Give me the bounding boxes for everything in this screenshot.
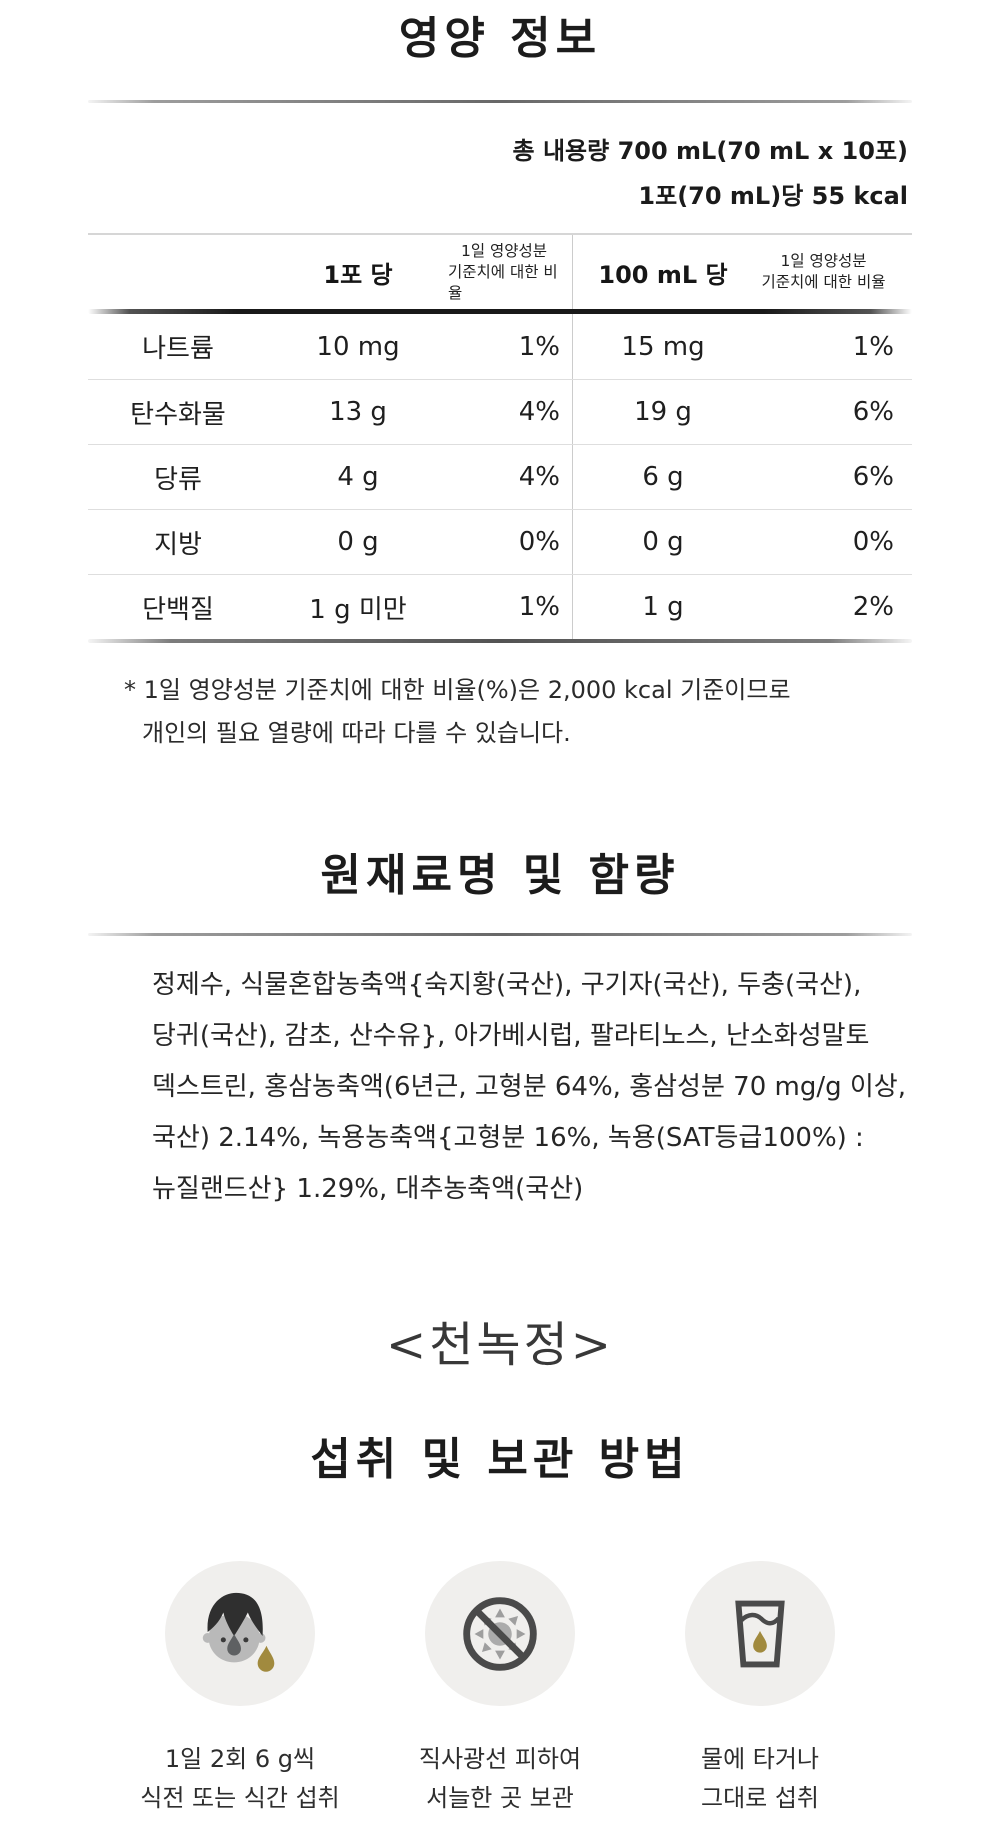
table-row-fat: 지방 0 g 0% 0 g 0% <box>88 509 912 574</box>
brush-divider-ingredients <box>88 933 912 936</box>
nutrition-section-title: 영양 정보 <box>398 13 602 64</box>
ingredients-line: 국산) 2.14%, 녹용농축액{고형분 16%, 녹용(SAT등급100%) … <box>152 1123 864 1153</box>
header-daily-value-pct-2: 1일 영양성분 기준치에 대한 비율 <box>761 252 886 291</box>
ingredients-text: 정제수, 식물혼합농축액{숙지황(국산), 구기자(국산), 두충(국산), 당… <box>88 960 912 1215</box>
ingredients-line: 덱스트린, 홍삼농축액(6년근, 고형분 64%, 홍삼성분 70 mg/g 이… <box>152 1072 906 1102</box>
per-100ml-value: 0 g <box>642 527 684 557</box>
table-bottom-rule <box>88 639 912 643</box>
usage-caption-line-2: 그대로 섭취 <box>700 1784 820 1812</box>
per-100ml-value: 15 mg <box>621 331 705 362</box>
serving-summary: 총 내용량 700 mL(70 mL x 10포) 1포(70 mL)당 55 … <box>88 129 912 219</box>
table-row-carbohydrate: 탄수화물 13 g 4% 19 g 6% <box>88 379 912 444</box>
brush-divider-top <box>88 100 912 103</box>
product-name-tag: <천녹정> <box>386 1317 614 1373</box>
per-pouch-value: 13 g <box>329 397 387 427</box>
footnote-line-1: * 1일 영양성분 기준치에 대한 비율(%)은 2,000 kcal 기준이므… <box>124 676 791 704</box>
usage-caption: 물에 타거나 그대로 섭취 <box>701 1740 819 1818</box>
ingredients-line: 당귀(국산), 감초, 산수유}, 아가베시럽, 팔라티노스, 난소화성말토 <box>152 1021 870 1051</box>
usage-caption: 1일 2회 6 g씩 식전 또는 식간 섭취 <box>140 1740 340 1818</box>
header-per-100ml: 100 mL 당 <box>598 260 728 289</box>
per-pouch-pct: 1% <box>448 575 573 639</box>
nutrient-name: 지방 <box>154 529 202 560</box>
usage-caption-line-1: 직사광선 피하여 <box>418 1745 582 1773</box>
usage-section-title: 섭취 및 보관 방법 <box>310 1434 690 1485</box>
header-daily-value-pct-1: 1일 영양성분 기준치에 대한 비율 <box>448 235 573 309</box>
nutrient-name: 당류 <box>154 464 202 495</box>
per-pouch-pct: 4% <box>448 380 573 444</box>
usage-item-storage: 직사광선 피하여 서늘한 곳 보관 <box>380 1561 620 1818</box>
per-100ml-pct: 1% <box>852 331 894 362</box>
usage-caption-line-1: 물에 타거나 <box>700 1745 820 1773</box>
no-sunlight-icon <box>425 1561 575 1706</box>
table-row-sodium: 나트륨 10 mg 1% 15 mg 1% <box>88 314 912 379</box>
per-pouch-pct: 0% <box>448 510 573 574</box>
per-100ml-pct: 2% <box>852 592 894 622</box>
table-header-underline <box>88 309 912 314</box>
table-body: 나트륨 10 mg 1% 15 mg 1% 탄수화물 13 g 4% 19 g … <box>88 314 912 639</box>
usage-caption-line-2: 식전 또는 식간 섭취 <box>140 1784 340 1812</box>
per-100ml-pct: 6% <box>852 397 894 427</box>
per-pouch-value: 10 mg <box>316 331 400 362</box>
usage-caption: 직사광선 피하여 서늘한 곳 보관 <box>419 1740 581 1818</box>
per-pouch-pct: 1% <box>448 314 573 379</box>
usage-item-serving: 물에 타거나 그대로 섭취 <box>640 1561 880 1818</box>
table-row-sugars: 당류 4 g 4% 6 g 6% <box>88 444 912 509</box>
per-100ml-value: 1 g <box>642 592 684 622</box>
total-volume-text: 총 내용량 700 mL(70 mL x 10포) <box>512 137 908 165</box>
usage-caption-line-2: 서늘한 곳 보관 <box>426 1784 574 1812</box>
footnote-line-2: 개인의 필요 열량에 따라 다를 수 있습니다. <box>142 719 571 747</box>
per-pouch-value: 1 g 미만 <box>309 594 407 625</box>
nutrient-name: 단백질 <box>142 594 214 625</box>
usage-item-dosage: 1일 2회 6 g씩 식전 또는 식간 섭취 <box>120 1561 360 1818</box>
nutrient-name: 탄수화물 <box>130 399 226 430</box>
table-header-row: 1포 당 1일 영양성분 기준치에 대한 비율 100 mL 당 1일 영양성분… <box>88 233 912 309</box>
per-100ml-value: 19 g <box>634 397 692 427</box>
daily-value-footnote: * 1일 영양성분 기준치에 대한 비율(%)은 2,000 kcal 기준이므… <box>88 669 912 755</box>
header-empty-cell <box>88 235 268 309</box>
per-pouch-value: 4 g <box>337 462 379 492</box>
face-drop-icon <box>165 1561 315 1706</box>
ingredients-section-title: 원재료명 및 함량 <box>320 850 680 901</box>
water-glass-icon <box>685 1561 835 1706</box>
table-row-protein: 단백질 1 g 미만 1% 1 g 2% <box>88 574 912 639</box>
usage-icons-row: 1일 2회 6 g씩 식전 또는 식간 섭취 <box>88 1561 912 1818</box>
per-pouch-value: 0 g <box>337 527 379 557</box>
per-100ml-value: 6 g <box>642 462 684 492</box>
usage-caption-line-1: 1일 2회 6 g씩 <box>164 1745 316 1773</box>
per-pouch-calories-text: 1포(70 mL)당 55 kcal <box>638 182 908 210</box>
nutrition-table: 1포 당 1일 영양성분 기준치에 대한 비율 100 mL 당 1일 영양성분… <box>88 233 912 643</box>
per-100ml-pct: 0% <box>852 527 894 557</box>
header-per-pouch: 1포 당 <box>323 260 393 289</box>
ingredients-line: 뉴질랜드산} 1.29%, 대추농축액(국산) <box>152 1174 584 1204</box>
ingredients-line: 정제수, 식물혼합농축액{숙지황(국산), 구기자(국산), 두충(국산), <box>152 970 862 1000</box>
nutrient-name: 나트륨 <box>142 334 214 364</box>
per-100ml-pct: 6% <box>852 462 894 492</box>
content-column: 영양 정보 총 내용량 700 mL(70 mL x 10포) 1포(70 mL… <box>88 0 912 1818</box>
per-pouch-pct: 4% <box>448 445 573 509</box>
